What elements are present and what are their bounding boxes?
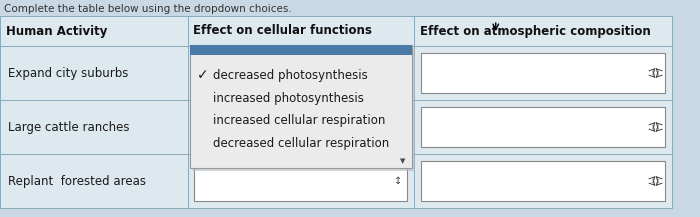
Text: ↕: ↕ <box>393 122 402 132</box>
Text: decreased photosynthesis: decreased photosynthesis <box>213 69 368 82</box>
Text: Human Activity: Human Activity <box>6 25 107 38</box>
Text: increased photosynthesis: increased photosynthesis <box>213 92 363 105</box>
Bar <box>421 107 665 147</box>
Bar <box>0 100 672 154</box>
Text: Effect on cellular functions: Effect on cellular functions <box>193 25 372 38</box>
Text: Effect on atmospheric composition: Effect on atmospheric composition <box>420 25 650 38</box>
Bar <box>195 161 407 201</box>
Bar <box>190 45 412 55</box>
Bar <box>0 154 672 208</box>
Bar <box>0 16 672 208</box>
Bar <box>195 107 407 147</box>
Text: Large cattle ranches: Large cattle ranches <box>8 120 130 133</box>
Text: Complete the table below using the dropdown choices.: Complete the table below using the dropd… <box>4 4 292 14</box>
Text: ↕: ↕ <box>393 176 402 186</box>
Bar <box>190 45 412 168</box>
Text: increased cellular respiration: increased cellular respiration <box>213 114 385 127</box>
Bar <box>0 46 672 100</box>
Text: Replant  forested areas: Replant forested areas <box>8 174 146 187</box>
Text: Expand city suburbs: Expand city suburbs <box>8 66 128 79</box>
Text: ▼: ▼ <box>400 158 405 164</box>
Bar <box>421 161 665 201</box>
Bar <box>421 53 665 93</box>
Text: ✓: ✓ <box>197 69 209 82</box>
Bar <box>193 48 415 171</box>
Bar <box>0 16 672 46</box>
Text: decreased cellular respiration: decreased cellular respiration <box>213 137 389 150</box>
